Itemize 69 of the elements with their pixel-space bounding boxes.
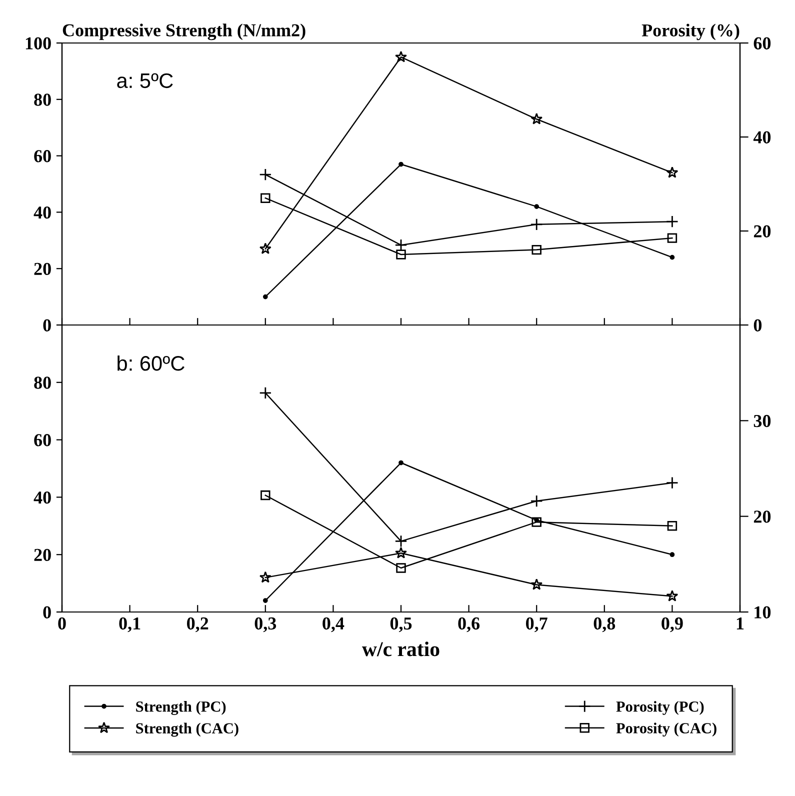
y2-tick-label: 60 bbox=[754, 37, 771, 50]
y2-tick-label: 30 bbox=[754, 414, 771, 428]
y-tick-label: 20 bbox=[34, 262, 51, 276]
y-axis-title: Compressive Strength (N/mm2) bbox=[62, 24, 306, 40]
point bbox=[670, 254, 675, 260]
point bbox=[670, 552, 675, 558]
point bbox=[259, 386, 272, 400]
y2-axis-title: Porosity (%) bbox=[642, 24, 740, 40]
y2-tick-label: 0 bbox=[754, 319, 762, 332]
y-tick-label: 60 bbox=[34, 434, 51, 446]
y-tick-label: 80 bbox=[34, 94, 51, 106]
point bbox=[398, 162, 404, 167]
x-tick-label: 0,8 bbox=[594, 617, 616, 632]
point bbox=[666, 166, 678, 178]
x-tick-label: 0,5 bbox=[390, 617, 412, 632]
legend-label: Strength (PC) bbox=[136, 701, 226, 715]
x-tick-label: 1 bbox=[736, 617, 744, 630]
point bbox=[396, 250, 406, 260]
y-tick-label: 80 bbox=[34, 376, 51, 389]
point bbox=[262, 598, 268, 603]
point bbox=[532, 244, 542, 255]
legend-label: Porosity (CAC) bbox=[616, 722, 716, 737]
point bbox=[260, 193, 270, 203]
x-axis-title: w/c ratio bbox=[362, 642, 440, 656]
legend-label: Strength (CAC) bbox=[136, 722, 238, 737]
point bbox=[259, 168, 272, 181]
point bbox=[532, 517, 542, 527]
x-tick-label: 0,4 bbox=[322, 617, 344, 632]
point bbox=[259, 571, 272, 583]
y-tick-label: 20 bbox=[34, 548, 51, 562]
point bbox=[530, 112, 543, 124]
x-tick-label: 0 bbox=[58, 617, 66, 630]
point bbox=[396, 563, 406, 573]
point bbox=[666, 476, 678, 490]
point bbox=[394, 534, 408, 548]
x-tick-label: 0,2 bbox=[187, 617, 208, 632]
y-tick-label: 60 bbox=[34, 150, 51, 162]
point bbox=[667, 233, 678, 243]
point bbox=[262, 294, 268, 300]
x-tick-label: 0,3 bbox=[254, 617, 276, 632]
point bbox=[530, 494, 543, 508]
y-tick-label: 40 bbox=[34, 491, 51, 504]
annotation: b: 60ºC bbox=[118, 355, 184, 371]
y2-tick-label: 20 bbox=[754, 225, 771, 238]
point bbox=[666, 590, 678, 602]
point bbox=[666, 215, 678, 228]
x-tick-label: 0,6 bbox=[458, 617, 480, 632]
point bbox=[259, 242, 272, 254]
point bbox=[395, 546, 407, 558]
point bbox=[530, 578, 543, 590]
y-tick-label: 40 bbox=[34, 206, 51, 219]
point bbox=[667, 521, 678, 531]
point bbox=[395, 50, 407, 62]
y-tick-label: 0 bbox=[43, 606, 51, 618]
y2-tick-label: 20 bbox=[754, 510, 771, 523]
x-tick-label: 0,7 bbox=[526, 617, 548, 632]
legend-label: Porosity (PC) bbox=[616, 701, 704, 715]
y-tick-label: 100 bbox=[26, 37, 51, 50]
point bbox=[260, 490, 270, 500]
annotation: a: 5ºC bbox=[117, 73, 173, 88]
y2-tick-label: 40 bbox=[753, 131, 771, 144]
point bbox=[530, 218, 543, 231]
x-tick-label: 0,9 bbox=[662, 617, 683, 632]
point bbox=[534, 204, 540, 209]
point bbox=[394, 238, 408, 252]
point bbox=[398, 460, 404, 466]
x-tick-label: 0,1 bbox=[119, 617, 140, 632]
y-tick-label: 0 bbox=[43, 319, 51, 332]
y2-tick-label: 10 bbox=[754, 606, 771, 618]
